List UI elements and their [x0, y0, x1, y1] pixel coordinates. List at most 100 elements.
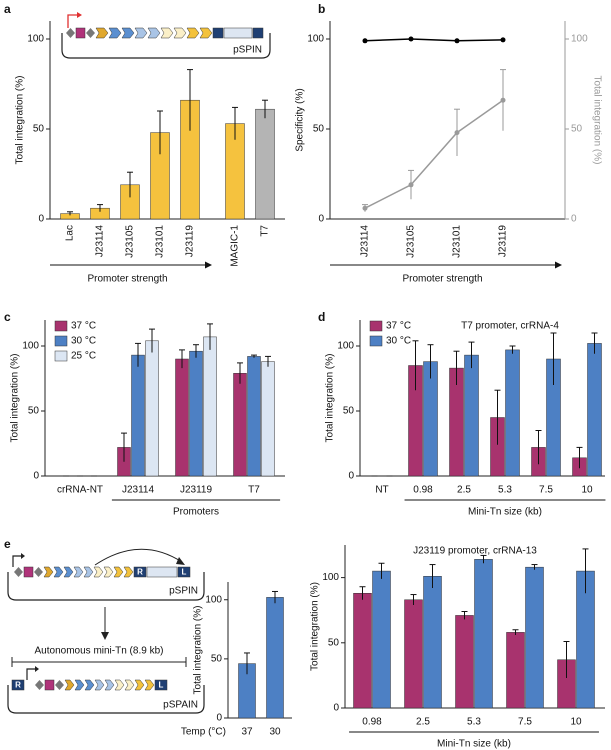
y-tick-label: 100: [22, 341, 39, 352]
bar: [423, 361, 438, 477]
plasmid-outline: [61, 33, 271, 59]
point: [408, 36, 414, 42]
x-tick-label: 0.98: [362, 717, 382, 728]
line: [364, 38, 504, 42]
bar: [255, 108, 275, 220]
y-tick-label: 50: [343, 406, 355, 417]
gene-arrow: [43, 566, 54, 578]
y-tick-label: 0: [318, 214, 324, 225]
x-tick-label: T7: [248, 485, 260, 496]
panel-letter: e: [4, 537, 11, 551]
end-label: L: [159, 681, 164, 690]
legend-swatch: [369, 335, 383, 347]
gene-box: [23, 566, 34, 578]
gene-arrow: [147, 27, 161, 39]
plasmid-outline: [7, 572, 205, 601]
gene-arrow: [186, 27, 200, 39]
legend-label: 37 °C: [71, 321, 96, 332]
plasmid-label: pSPAIN: [163, 700, 198, 711]
bar: [506, 632, 525, 709]
gene-diamond: [14, 567, 23, 577]
y-tick-label: 0: [33, 471, 39, 482]
x-tick-label: 2.5: [457, 485, 471, 496]
gene-arrow: [160, 27, 174, 39]
point: [500, 37, 506, 43]
y-tick-label: 100: [27, 34, 44, 45]
bar: [353, 592, 372, 709]
y-tick-label: 0: [38, 214, 44, 225]
panel-letter: b: [318, 2, 325, 16]
legend-label: 30 °C: [386, 336, 411, 347]
promoter-arrow: [67, 14, 77, 28]
x-tick-label: 5.3: [498, 485, 512, 496]
y-tick-label: 100: [307, 34, 324, 45]
bar: [455, 615, 474, 709]
legend-label: 37 °C: [386, 321, 411, 332]
legend-label: 25 °C: [71, 351, 96, 362]
annotation: J23119 promoter, crRNA-13: [413, 546, 537, 557]
y-tick-label: 0: [348, 471, 354, 482]
y-tick-label: 50: [28, 406, 40, 417]
x-tick-label: 2.5: [416, 717, 430, 728]
gene-arrow: [53, 566, 64, 578]
gene-box: [133, 566, 147, 578]
gene-box: [212, 27, 224, 39]
x-arrowhead: [555, 261, 562, 269]
panel-letter: a: [4, 2, 11, 16]
y-axis-label: Total integration (%): [193, 606, 204, 695]
bar: [474, 559, 493, 709]
gene-diamond: [34, 567, 43, 577]
plasmid-label: pSPIN: [169, 586, 198, 597]
bar: [189, 350, 203, 477]
x-tick-label: J23101: [155, 225, 166, 258]
y-tick-label: 50: [313, 124, 325, 135]
plasmid-label: pSPIN: [233, 45, 262, 56]
line: [364, 99, 504, 209]
bar: [423, 576, 442, 709]
x-tick-label: 37: [241, 727, 253, 738]
bar: [247, 356, 261, 477]
bar: [175, 358, 189, 477]
gene-arrow: [74, 679, 85, 691]
x-tick-label: J23114: [95, 225, 106, 258]
y-axis-label: Specificity (%): [295, 88, 306, 151]
gene-arrow: [73, 566, 84, 578]
x-axis-label: Promoter strength: [87, 274, 167, 285]
gene-box: [252, 27, 264, 39]
x-tick-label: 7.5: [539, 485, 553, 496]
legend-swatch: [369, 320, 383, 332]
gene-arrow: [113, 566, 124, 578]
legend-swatch: [54, 350, 68, 362]
x-axis-label: Temp (°C): [181, 727, 226, 738]
group-label: Mini-Tn size (kb): [468, 507, 542, 518]
gene-box: [223, 27, 253, 39]
x-tick-label: T7: [260, 225, 271, 237]
point: [408, 182, 414, 188]
gene-arrow: [103, 566, 114, 578]
bar: [145, 340, 159, 477]
promoter-arrowhead: [77, 12, 82, 18]
gene-arrow: [108, 27, 122, 39]
gene-diamond: [66, 28, 75, 38]
gene-box: [44, 679, 55, 691]
gene-diamond: [55, 680, 64, 690]
transposition-arrow: [94, 548, 183, 566]
end-label: L: [182, 568, 187, 577]
gene-box: [75, 27, 86, 39]
gene-arrow: [114, 679, 125, 691]
y-axis-label: Total integration (%): [310, 582, 321, 671]
gene-arrow: [95, 27, 109, 39]
gene-box: [146, 566, 178, 578]
x-tick-label: 10: [581, 485, 593, 496]
y-tick-label: 100: [337, 341, 354, 352]
point: [500, 97, 506, 103]
x-tick-label: NT: [375, 485, 388, 496]
legend-label: 30 °C: [71, 336, 96, 347]
gene-diamond: [35, 680, 44, 690]
bar: [131, 354, 145, 477]
gene-arrow: [83, 566, 94, 578]
gene-arrow: [134, 27, 148, 39]
x-tick-label: J23114: [360, 225, 371, 258]
group-label: Promoters: [173, 507, 219, 518]
x-tick-label: J23119: [180, 485, 213, 496]
